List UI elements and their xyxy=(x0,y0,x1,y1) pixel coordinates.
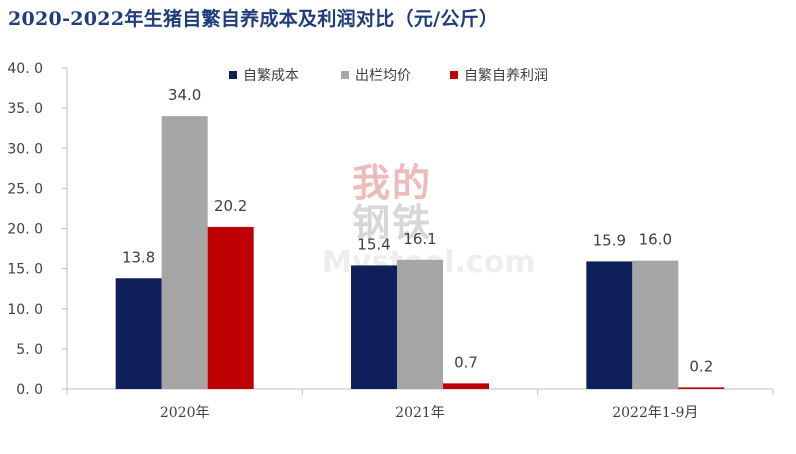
y-tick-label: 25. 0 xyxy=(7,181,43,197)
y-tick-label: 30. 0 xyxy=(7,141,43,157)
x-tick-label: 2021年 xyxy=(395,405,445,421)
legend: 自繁成本 出栏均价 自繁自养利润 xyxy=(229,68,548,84)
y-tick-label: 40. 0 xyxy=(7,61,43,77)
y-axis: 0. 0 5. 0 10. 0 15. 0 20. 0 25. 0 30. 0 35. 0 40… xyxy=(7,61,68,398)
chart-title: 2020-2022年生猪自繁自养成本及利润对比（元/公斤） xyxy=(8,8,499,30)
data-label: 13.8 xyxy=(122,248,155,266)
data-label: 34.0 xyxy=(168,86,201,104)
bars xyxy=(115,116,725,390)
y-tick-label: 5. 0 xyxy=(16,342,43,358)
data-label: 0.7 xyxy=(454,353,478,371)
data-label: 20.2 xyxy=(214,197,247,215)
y-tick-label: 35. 0 xyxy=(7,101,43,117)
legend-swatch xyxy=(341,71,349,79)
legend-label: 自繁成本 xyxy=(243,68,299,84)
data-label: 16.1 xyxy=(403,230,436,248)
data-labels: 13.8 15.4 15.9 34.0 16.1 16.0 20.2 0.7 0.2 xyxy=(122,86,713,375)
data-label: 15.9 xyxy=(593,231,626,249)
bar xyxy=(443,383,489,389)
legend-swatch xyxy=(450,71,458,79)
y-tick-label: 15. 0 xyxy=(7,262,43,278)
watermark-logo: 我 的 钢 铁 Mysteel.com xyxy=(322,161,536,280)
watermark-char: 我 xyxy=(352,161,390,205)
data-label: 16.0 xyxy=(639,231,672,249)
y-tick-label: 0. 0 xyxy=(16,382,43,398)
bar xyxy=(207,226,254,389)
data-label: 0.2 xyxy=(689,357,713,375)
watermark-char: 的 xyxy=(392,161,430,205)
data-label: 15.4 xyxy=(357,235,390,253)
watermark-char: 铁 xyxy=(392,201,430,245)
bar xyxy=(678,387,725,389)
bar xyxy=(632,260,679,389)
bar xyxy=(397,259,443,389)
legend-label: 自繁自养利润 xyxy=(464,68,548,84)
x-tick-label: 2020年 xyxy=(160,405,210,421)
bar xyxy=(351,265,397,389)
bar xyxy=(586,261,633,389)
x-axis: 2020年 2021年 2022年1-9月 xyxy=(66,388,774,421)
legend-swatch xyxy=(229,71,237,79)
bar xyxy=(115,278,162,389)
y-tick-label: 10. 0 xyxy=(7,302,43,318)
bar xyxy=(161,116,208,390)
watermark-char: 钢 xyxy=(352,201,390,245)
y-tick-label: 20. 0 xyxy=(7,222,43,238)
x-tick-label: 2022年1-9月 xyxy=(612,405,698,421)
legend-label: 出栏均价 xyxy=(355,68,411,84)
